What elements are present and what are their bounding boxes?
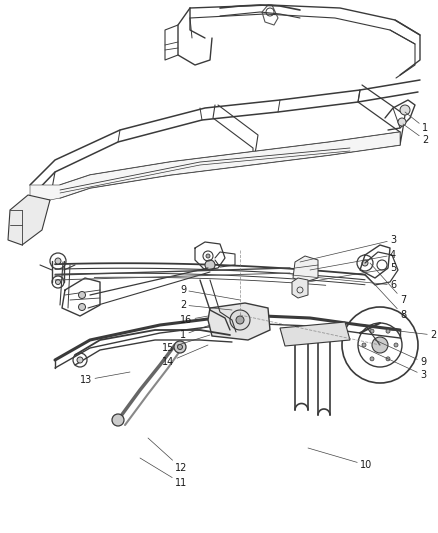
Circle shape [370,357,374,361]
Text: 8: 8 [366,275,406,320]
Polygon shape [8,195,50,245]
Text: 1: 1 [180,325,210,340]
Text: 16: 16 [180,315,208,325]
Text: 14: 14 [162,345,208,367]
Text: 13: 13 [80,372,130,385]
Text: 12: 12 [148,438,187,473]
Circle shape [78,292,85,298]
Circle shape [372,337,388,353]
Circle shape [205,260,215,270]
Circle shape [206,254,210,258]
Circle shape [56,279,60,285]
Polygon shape [280,322,350,346]
Circle shape [386,329,390,333]
Text: 5: 5 [308,263,396,282]
Text: 1: 1 [405,112,428,133]
Circle shape [174,341,186,353]
Circle shape [400,105,410,115]
Polygon shape [292,278,308,298]
Polygon shape [208,303,270,340]
Text: 10: 10 [308,448,372,470]
Circle shape [77,357,83,363]
Circle shape [112,414,124,426]
Text: 9: 9 [180,285,240,300]
Circle shape [55,258,61,264]
Circle shape [386,357,390,361]
Circle shape [177,344,183,350]
Text: 7: 7 [370,263,406,305]
Text: 3: 3 [300,235,396,262]
Circle shape [78,303,85,311]
Text: 3: 3 [358,345,426,380]
Text: 15: 15 [162,335,210,353]
Text: 6: 6 [292,275,396,290]
Circle shape [394,343,398,347]
Text: 2: 2 [403,124,428,145]
Circle shape [370,329,374,333]
Circle shape [362,343,366,347]
Circle shape [398,118,406,126]
Text: 4: 4 [310,250,396,270]
Polygon shape [30,132,400,200]
Text: 11: 11 [140,458,187,488]
Text: 2: 2 [390,330,436,340]
Polygon shape [293,256,318,282]
Circle shape [236,316,244,324]
Circle shape [362,260,368,266]
Text: 2: 2 [180,300,232,310]
Circle shape [230,310,250,330]
Text: 9: 9 [375,340,426,367]
